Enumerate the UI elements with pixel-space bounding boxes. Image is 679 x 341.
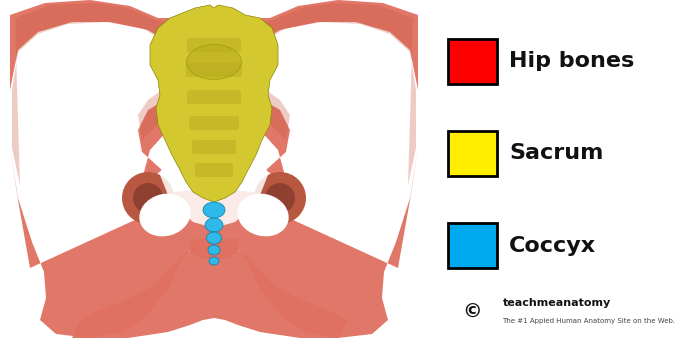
Circle shape (133, 183, 163, 213)
Polygon shape (160, 128, 268, 228)
Ellipse shape (205, 218, 223, 232)
Polygon shape (236, 3, 416, 185)
Bar (448, 131, 497, 176)
Polygon shape (210, 0, 418, 338)
Circle shape (254, 172, 306, 224)
Ellipse shape (139, 194, 191, 236)
FancyBboxPatch shape (186, 63, 242, 77)
Polygon shape (150, 5, 278, 202)
Ellipse shape (208, 245, 220, 255)
FancyBboxPatch shape (192, 140, 236, 154)
Polygon shape (72, 248, 348, 338)
FancyBboxPatch shape (187, 90, 241, 104)
Ellipse shape (203, 202, 225, 218)
Text: The #1 Appied Human Anatomy Site on the Web.: The #1 Appied Human Anatomy Site on the … (502, 317, 676, 324)
Text: Hip bones: Hip bones (509, 51, 634, 71)
Ellipse shape (187, 44, 242, 79)
FancyBboxPatch shape (187, 38, 241, 52)
Text: Coccyx: Coccyx (509, 236, 596, 255)
Text: ©: © (462, 302, 481, 322)
Ellipse shape (209, 257, 219, 265)
FancyBboxPatch shape (195, 163, 233, 177)
Text: teachmeanatomy: teachmeanatomy (502, 298, 610, 309)
Polygon shape (10, 0, 218, 338)
Bar (448, 223, 497, 268)
Polygon shape (12, 3, 192, 185)
Bar (448, 39, 497, 84)
Ellipse shape (237, 194, 289, 236)
FancyBboxPatch shape (189, 116, 239, 130)
Text: Sacrum: Sacrum (509, 144, 604, 163)
Circle shape (122, 172, 174, 224)
Ellipse shape (206, 232, 221, 244)
Circle shape (265, 183, 295, 213)
Polygon shape (190, 238, 238, 260)
